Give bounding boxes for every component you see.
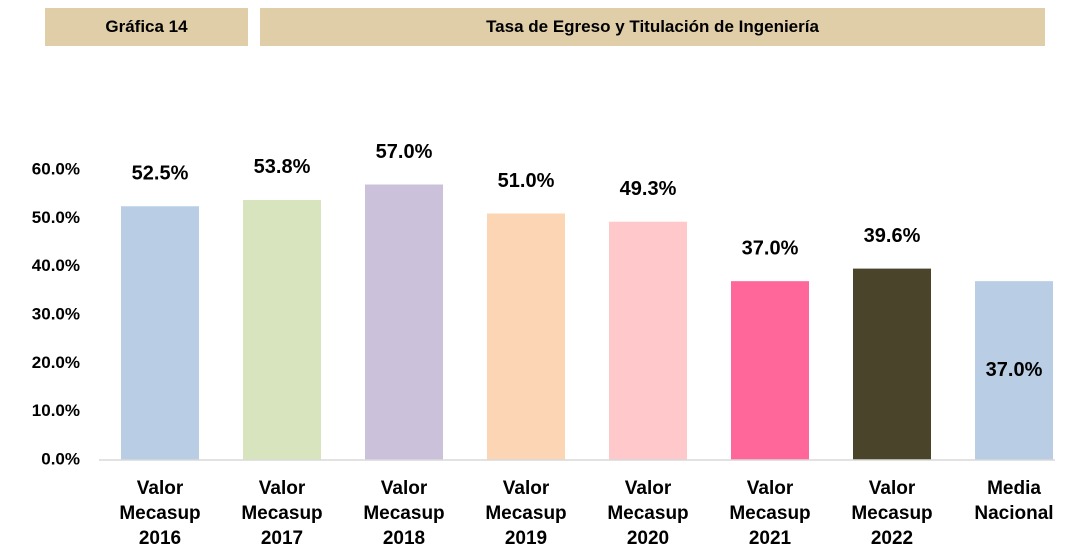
bar [243,199,321,460]
data-label: 51.0% [498,170,555,192]
x-tick-label: Valor Mecasup 2021 [729,478,811,549]
y-tick-label: 40.0% [32,256,80,275]
bar [365,184,443,460]
data-label: 52.5% [132,163,189,185]
x-tick-label: Valor Mecasup 2017 [241,478,323,549]
chart-title: Tasa de Egreso y Titulación de Ingenierí… [260,8,1045,46]
bar [853,268,931,460]
y-tick-label: 50.0% [32,208,80,227]
data-label: 57.0% [376,141,433,163]
x-tick-label: Valor Mecasup 2019 [485,478,567,549]
x-tick-label: Valor Mecasup 2016 [119,478,201,549]
data-label: 37.0% [986,359,1043,381]
y-tick-label: 10.0% [32,401,80,420]
data-label: 49.3% [620,178,677,200]
bar [731,281,809,460]
y-tick-label: 30.0% [32,304,80,323]
y-tick-label: 60.0% [32,159,80,178]
bar [609,221,687,460]
y-tick-label: 0.0% [41,449,80,468]
x-tick-label: Media Nacional [974,478,1054,524]
x-tick-label: Valor Mecasup 2018 [363,478,445,549]
bar [487,213,565,460]
data-label: 37.0% [742,237,799,259]
x-tick-label: Valor Mecasup 2022 [851,478,933,549]
data-label: 53.8% [254,156,311,178]
x-tick-label: Valor Mecasup 2020 [607,478,689,549]
bar [121,206,199,460]
chart-number: Gráfica 14 [45,8,248,46]
bar [975,281,1053,460]
data-label: 39.6% [864,225,921,247]
y-tick-label: 20.0% [32,353,80,372]
